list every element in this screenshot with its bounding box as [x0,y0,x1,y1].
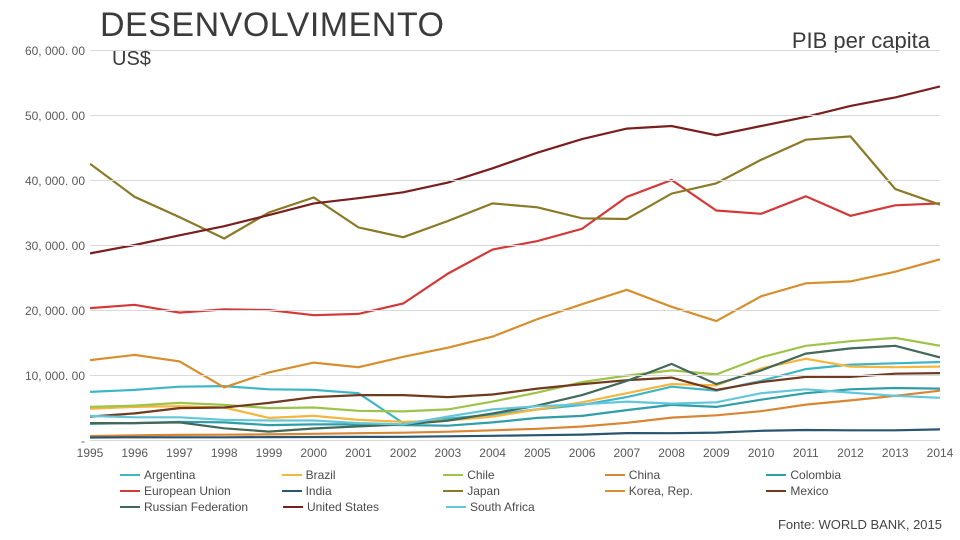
legend-label: Mexico [790,484,828,498]
series-united-states [90,86,940,253]
y-tick-label: 30, 000. 00 [10,239,85,253]
plot-area: -10, 000. 0020, 000. 0030, 000. 0040, 00… [90,50,940,440]
x-tick-label: 2009 [703,446,730,460]
legend-item: South Africa [446,500,601,514]
legend-row: Argentina Brazil Chile China Colombia [120,468,920,482]
legend-label: Japan [467,484,500,498]
x-tick-label: 2000 [300,446,327,460]
x-tick-label: 2005 [524,446,551,460]
legend-item: Colombia [766,468,920,482]
x-tick-label: 2008 [658,446,685,460]
legend-swatch [443,474,463,476]
legend-label: India [306,484,332,498]
legend-item: Argentina [120,468,274,482]
x-tick-label: 2012 [837,446,864,460]
gridline [90,310,940,311]
legend-item: India [282,484,436,498]
legend-swatch [446,506,466,508]
x-axis-labels: 1995199619971998199920002001200220032004… [90,446,940,460]
legend-row: Russian Federation United States South Afr… [120,500,920,514]
legend-swatch [282,474,302,476]
legend-swatch [443,490,463,492]
y-tick-label: 10, 000. 00 [10,369,85,383]
gridline [90,375,940,376]
legend-label: Brazil [306,468,336,482]
legend-item: Korea, Rep. [605,484,759,498]
legend-swatch [766,474,786,476]
x-tick-label: 2003 [435,446,462,460]
legend-swatch [605,474,625,476]
legend-item: Brazil [282,468,436,482]
x-tick-label: 2011 [793,446,819,460]
x-tick-label: 2007 [613,446,640,460]
legend-label: South Africa [470,500,535,514]
gridline [90,180,940,181]
legend-item: Chile [443,468,597,482]
legend-label: Colombia [790,468,841,482]
gridline [90,440,940,441]
chart-area: -10, 000. 0020, 000. 0030, 000. 0040, 00… [90,40,940,440]
y-tick-label: - [10,434,85,448]
series-european-union [90,180,940,315]
legend-item: China [605,468,759,482]
x-tick-label: 1998 [211,446,238,460]
legend-swatch [282,490,302,492]
legend-swatch [120,506,140,508]
x-tick-label: 2006 [569,446,596,460]
legend-swatch [120,474,140,476]
legend-label: China [629,468,660,482]
legend-item: United States [283,500,438,514]
y-tick-label: 60, 000. 00 [10,44,85,58]
x-tick-label: 2001 [345,446,372,460]
x-tick-label: 1996 [121,446,148,460]
x-tick-label: 2004 [479,446,506,460]
x-tick-label: 2010 [748,446,775,460]
legend-label: Russian Federation [144,500,248,514]
x-tick-label: 1997 [166,446,193,460]
legend-swatch [283,506,303,508]
legend-label: Chile [467,468,494,482]
legend-item: Russian Federation [120,500,275,514]
legend-label: European Union [144,484,231,498]
x-tick-label: 1999 [256,446,283,460]
x-tick-label: 1995 [77,446,104,460]
series-japan [90,136,940,238]
legend-item: Mexico [766,484,920,498]
legend-item: Japan [443,484,597,498]
y-tick-label: 20, 000. 00 [10,304,85,318]
legend-label: Korea, Rep. [629,484,693,498]
x-tick-label: 2014 [927,446,954,460]
legend-label: United States [307,500,379,514]
x-tick-label: 2013 [882,446,909,460]
y-tick-label: 40, 000. 00 [10,174,85,188]
legend-swatch [766,490,786,492]
legend-swatch [605,490,625,492]
gridline [90,115,940,116]
x-tick-label: 2002 [390,446,417,460]
gridline [90,245,940,246]
legend-swatch [120,490,140,492]
legend-row: European Union India Japan Korea, Rep. Mexic… [120,484,920,498]
y-tick-label: 50, 000. 00 [10,109,85,123]
legend-label: Argentina [144,468,195,482]
legend-item: European Union [120,484,274,498]
gridline [90,50,940,51]
legend: Argentina Brazil Chile China Colombia Europea… [120,468,920,516]
source-note: Fonte: WORLD BANK, 2015 [778,517,942,532]
